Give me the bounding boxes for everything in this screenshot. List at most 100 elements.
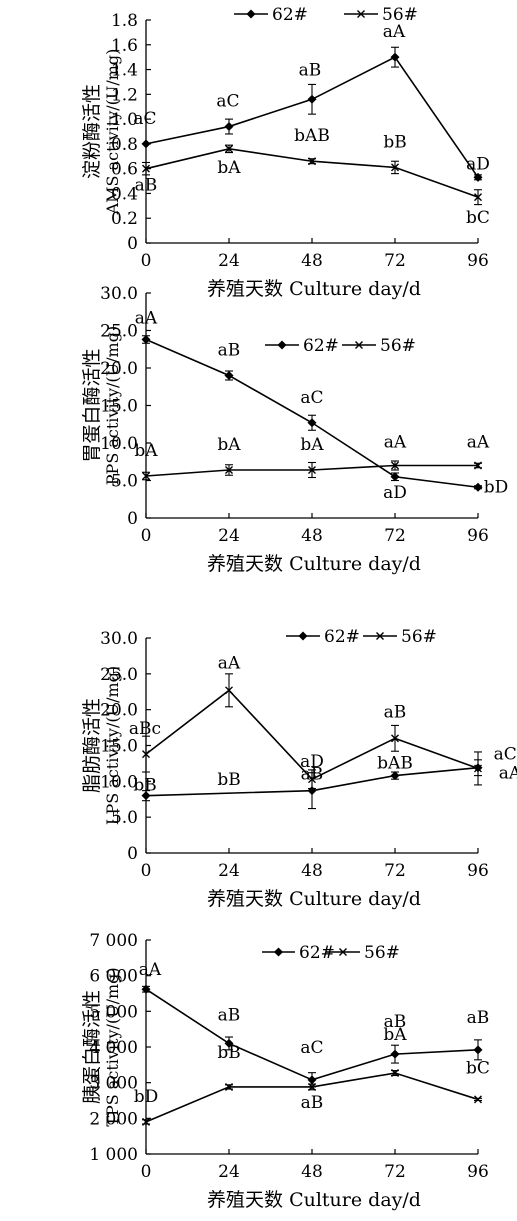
series-56#: bA bA bA aA aA <box>134 433 490 481</box>
data-point-x <box>474 193 482 202</box>
data-label: aA <box>218 653 241 673</box>
y-tick-label: 2 000 <box>89 1109 138 1129</box>
data-label: aA <box>383 22 406 42</box>
x-tick-label: 24 <box>218 251 240 271</box>
x-tick-label: 48 <box>301 1162 323 1182</box>
data-point-x <box>308 1082 316 1091</box>
data-label: aB <box>218 341 241 361</box>
x-tick-label: 48 <box>301 861 323 881</box>
y-tick-label: 5 000 <box>89 1002 138 1022</box>
legend: 62# 56# <box>262 943 400 963</box>
legend-label: 62# <box>303 336 339 356</box>
data-point-diamond <box>307 1075 317 1085</box>
x-axis-title: 养殖天数 Culture day/d <box>207 1189 421 1211</box>
y-tick-label: 3 000 <box>89 1074 138 1094</box>
y-tick-label: 1.0 <box>111 110 138 130</box>
y-axis-title-cn: 脂肪酶活性 <box>81 698 103 793</box>
x-tick-label: 72 <box>384 526 406 546</box>
data-point-diamond <box>141 335 151 344</box>
data-point-x <box>391 1069 399 1078</box>
legend-label: 56# <box>364 943 400 963</box>
y-tick-label: 30.0 <box>100 629 138 649</box>
data-label: aB <box>135 176 158 196</box>
x-axis-title: 养殖天数 Culture day/d <box>207 888 421 910</box>
data-label: aB <box>301 1093 324 1113</box>
data-label: aD <box>300 752 324 772</box>
data-label: aC <box>300 388 323 408</box>
data-label: bB <box>133 776 156 796</box>
x-tick-label: 72 <box>384 251 406 271</box>
data-label: bC <box>466 208 490 228</box>
data-point-diamond <box>390 472 400 482</box>
data-label: bA <box>217 158 241 178</box>
legend: 62# 56# <box>265 336 416 356</box>
y-axis-title-cn: 胰蛋白酶活性 <box>81 990 103 1104</box>
x-tick-label: 0 <box>141 251 152 271</box>
data-label: bA <box>217 435 241 455</box>
x-tick-label: 96 <box>467 251 489 271</box>
x-tick-label: 0 <box>141 1162 152 1182</box>
y-tick-label: 0 <box>127 509 138 529</box>
data-label: aC <box>300 1038 323 1058</box>
data-label: bA <box>383 1025 407 1045</box>
legend-marker-diamond <box>277 340 287 350</box>
data-point-x <box>142 164 150 173</box>
y-axis-title-en: PPS activity/(U/mg) <box>103 326 122 485</box>
data-point-x <box>225 1082 233 1091</box>
data-point-diamond <box>141 139 151 149</box>
data-label: aD <box>466 154 490 174</box>
legend: 62# 56# <box>286 627 437 647</box>
data-label: aCD <box>494 744 517 764</box>
y-tick-label: 15.0 <box>100 397 138 417</box>
data-point-diamond <box>307 94 317 104</box>
x-axis-title: 养殖天数 Culture day/d <box>207 278 421 300</box>
legend-marker-x <box>355 341 363 349</box>
data-label: aA <box>384 433 407 453</box>
y-tick-label: 1.8 <box>111 11 138 31</box>
data-point-diamond <box>473 1045 483 1055</box>
x-axis-title: 养殖天数 Culture day/d <box>207 553 421 575</box>
data-point-x <box>225 466 233 474</box>
data-label: bB <box>217 770 240 790</box>
data-point-diamond <box>224 371 234 380</box>
legend-label: 62# <box>299 943 335 963</box>
data-point-x <box>142 1117 150 1126</box>
data-label: aBc <box>129 719 161 739</box>
data-label: bAB <box>377 754 413 774</box>
x-tick-label: 0 <box>141 526 152 546</box>
y-axis-title-en: AMS activity/(U/mg) <box>103 49 122 216</box>
data-label: bB <box>217 1043 240 1063</box>
series-56#: aB bA bAB bB bC <box>135 126 490 228</box>
x-tick-label: 48 <box>301 251 323 271</box>
data-point-diamond <box>473 482 483 492</box>
data-point-diamond <box>473 172 483 182</box>
x-tick-label: 96 <box>467 1162 489 1182</box>
x-tick-label: 96 <box>467 861 489 881</box>
data-label: bAB <box>294 126 330 146</box>
data-label: bA <box>300 435 324 455</box>
legend-label: 62# <box>324 627 360 647</box>
data-point-x <box>391 461 399 470</box>
y-tick-label: 0 <box>127 844 138 864</box>
y-tick-label: 15.0 <box>100 737 138 757</box>
legend-marker-x <box>357 10 365 18</box>
y-tick-label: 0 <box>127 234 138 254</box>
chart-panel-2: 0 5.0 10.0 15.0 20.0 25.0 30.0 0 24 48 72 96 养殖天数 Cu… <box>81 284 508 575</box>
y-tick-label: 10.0 <box>100 772 138 792</box>
series-62#: aC aC aB aA aD <box>133 22 490 182</box>
y-tick-label: 1 000 <box>89 1145 138 1165</box>
data-point-x <box>225 144 233 153</box>
legend-marker-diamond <box>246 9 256 19</box>
legend-marker-x <box>339 948 347 956</box>
series-line <box>145 148 479 198</box>
data-label: bC <box>466 1058 490 1078</box>
y-tick-label: 4 000 <box>89 1038 138 1058</box>
data-label: aB <box>384 1012 407 1032</box>
x-tick-label: 0 <box>141 861 152 881</box>
series-56#: aBc aA aD aB aCD <box>129 653 517 790</box>
y-tick-label: 0.6 <box>111 160 138 180</box>
data-point-x <box>225 686 233 695</box>
y-axis-title-en: LPS activity/(U/mg) <box>103 666 122 825</box>
legend-marker-diamond <box>298 631 308 641</box>
